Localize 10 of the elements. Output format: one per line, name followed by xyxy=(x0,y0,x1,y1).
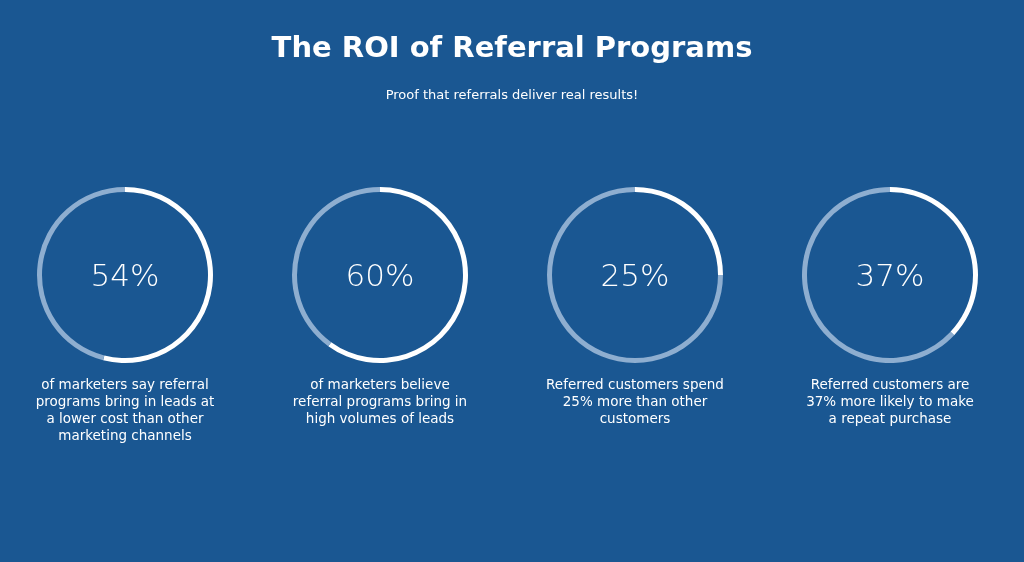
text: of marketers believe referral programs bring in high volumes of leads xyxy=(291,376,469,427)
text: 54% xyxy=(90,257,160,293)
text: 25% xyxy=(600,257,670,293)
text: Proof that referrals deliver real results! xyxy=(384,87,640,102)
text: 60% xyxy=(345,257,415,293)
text: The ROI of Referral Programs xyxy=(270,30,754,64)
text: Referred customers are 37% more likely to make a repeat purchase xyxy=(805,376,975,427)
text: of marketers say referral programs bring in leads at a lower cost than other marketing channels xyxy=(35,376,215,444)
text: Referred customers spend 25% more than other customers xyxy=(545,376,725,427)
text: 37% xyxy=(855,257,925,293)
